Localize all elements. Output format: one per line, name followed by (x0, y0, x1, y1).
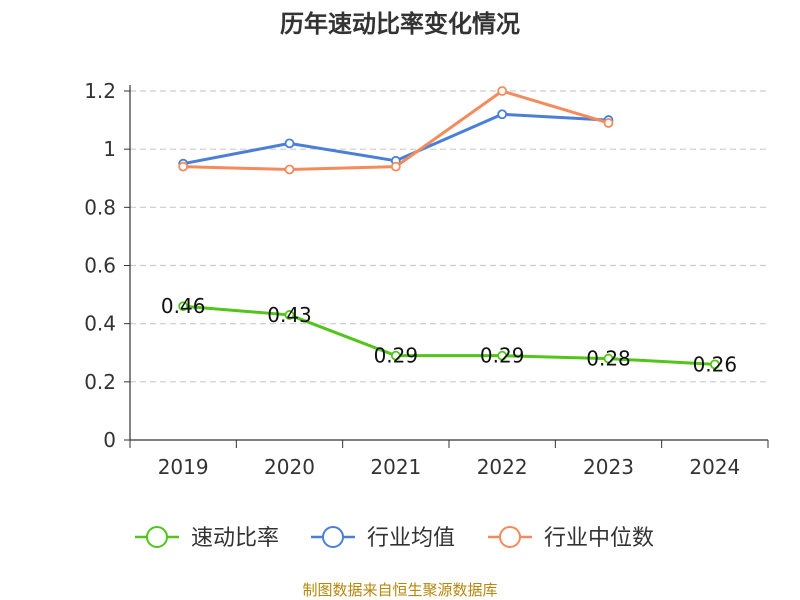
legend: 速动比率 行业均值 行业中位数 (135, 526, 654, 551)
data-point (390, 350, 401, 361)
y-tick-label: 1.2 (84, 79, 116, 103)
data-point (497, 109, 508, 120)
y-tick-label: 0 (103, 428, 116, 452)
x-tick-label: 2021 (370, 455, 421, 479)
x-tick-label: 2022 (477, 455, 528, 479)
data-label: 0.46 (161, 294, 206, 318)
x-tick-label: 2024 (689, 455, 740, 479)
legend-label: 速动比率 (191, 526, 279, 551)
x-tick-label: 2020 (264, 455, 315, 479)
data-point (178, 301, 189, 312)
x-tick-label: 2019 (158, 455, 209, 479)
data-point (603, 118, 614, 128)
data-point (284, 138, 295, 149)
legend-marker-icon (146, 526, 168, 548)
y-axis-ticks: 0 0.2 0.4 0.6 0.8 1 1.2 (84, 79, 130, 452)
data-label: 0.29 (374, 344, 419, 368)
data-labels: 0.46 0.43 0.29 0.29 0.28 0.26 (161, 294, 737, 376)
legend-marker-icon (322, 526, 344, 548)
legend-label: 行业均值 (367, 526, 455, 551)
data-point (497, 350, 508, 361)
data-point (497, 86, 508, 96)
y-tick-label: 1 (103, 137, 116, 161)
x-axis-ticks: 2019 2020 2021 2022 2023 2024 (129, 440, 769, 479)
data-label: 0.28 (586, 347, 631, 371)
y-tick-label: 0.8 (84, 195, 116, 219)
data-point (284, 164, 295, 175)
data-point (178, 161, 189, 172)
y-tick-label: 0.4 (84, 312, 116, 336)
data-point (390, 161, 401, 172)
legend-label: 行业中位数 (544, 526, 654, 551)
y-tick-label: 0.2 (84, 370, 116, 394)
series-lines (178, 86, 720, 370)
x-tick-label: 2023 (583, 455, 634, 479)
legend-marker-icon (499, 526, 521, 548)
y-tick-label: 0.6 (84, 254, 116, 278)
series-line-0 (183, 304, 715, 366)
data-label: 0.29 (480, 344, 525, 368)
source-note: 制图数据来自恒生聚源数据库 (302, 581, 497, 599)
data-point (284, 310, 295, 320)
gridlines (130, 90, 768, 383)
data-label: 0.26 (693, 352, 738, 376)
data-point (709, 359, 720, 370)
data-label: 0.43 (267, 303, 312, 327)
data-point (603, 353, 614, 364)
chart-title: 历年速动比率变化情况 (280, 10, 520, 38)
